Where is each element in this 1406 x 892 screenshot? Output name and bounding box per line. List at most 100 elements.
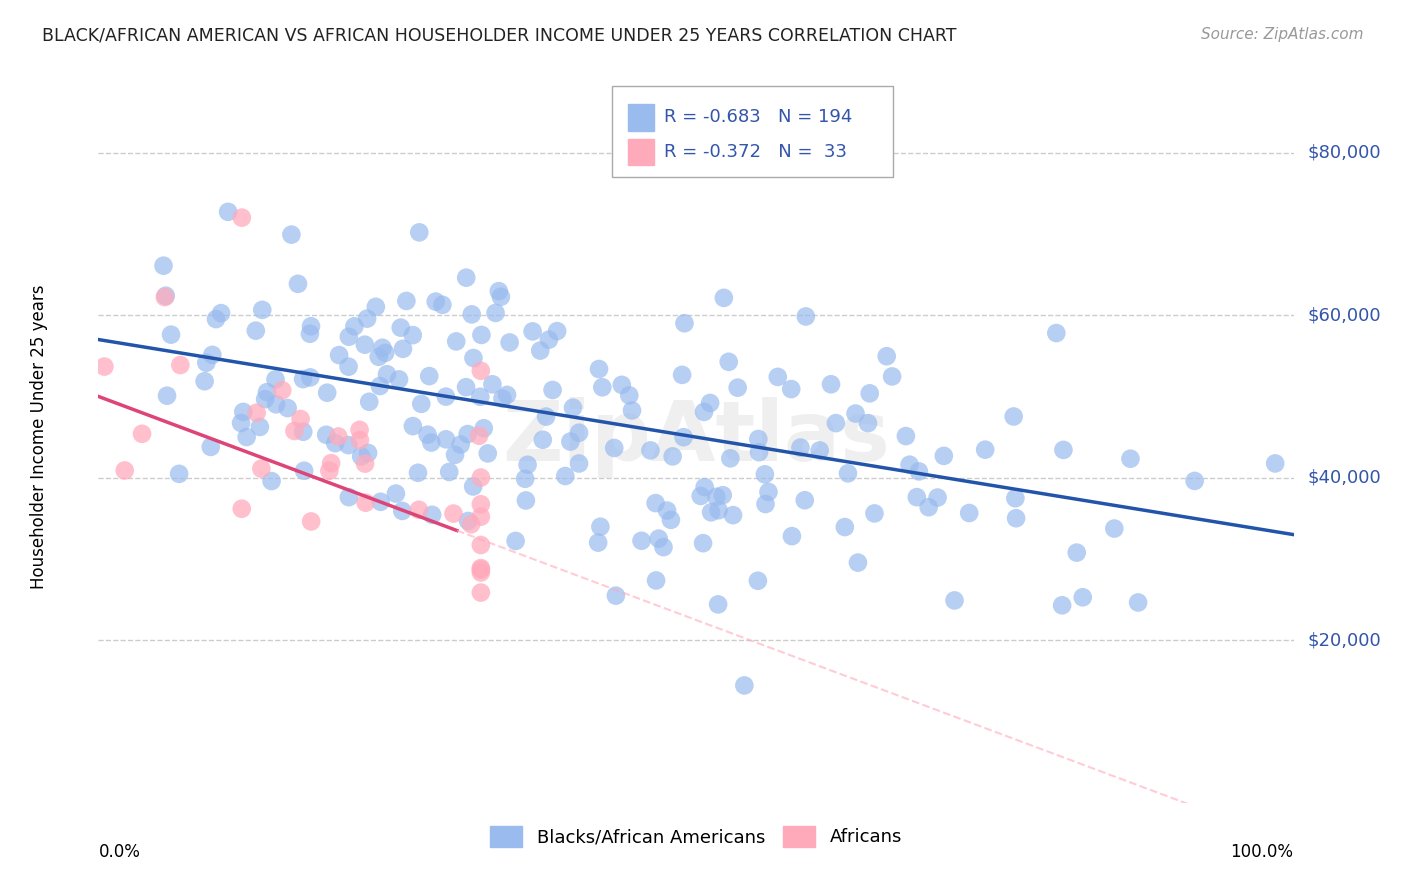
Point <box>534 409 557 424</box>
Point <box>437 465 460 479</box>
Point <box>554 469 576 483</box>
Point <box>349 423 371 437</box>
Point <box>793 493 815 508</box>
Point <box>846 556 869 570</box>
Point <box>733 678 755 692</box>
Point <box>271 384 294 398</box>
Point <box>568 457 591 471</box>
Point <box>974 442 997 457</box>
Point <box>859 386 882 401</box>
Text: Source: ZipAtlas.com: Source: ZipAtlas.com <box>1201 27 1364 42</box>
Point <box>470 364 492 378</box>
Point <box>713 291 735 305</box>
Point <box>700 505 723 519</box>
Point <box>794 310 817 324</box>
Point <box>235 430 257 444</box>
Point <box>328 348 350 362</box>
Point <box>808 443 831 458</box>
Point <box>114 463 136 477</box>
Point <box>402 419 425 434</box>
Point <box>194 374 217 388</box>
Point <box>1184 474 1206 488</box>
Point <box>395 293 418 308</box>
Point <box>621 403 644 417</box>
Text: $60,000: $60,000 <box>1308 306 1382 324</box>
Point <box>780 529 803 543</box>
Point <box>283 424 305 438</box>
Point <box>470 538 492 552</box>
Point <box>450 437 472 451</box>
Point <box>354 496 377 510</box>
Point <box>408 502 430 516</box>
Point <box>231 501 253 516</box>
Point <box>1005 511 1028 525</box>
Point <box>1066 546 1088 560</box>
Point <box>766 370 789 384</box>
Point <box>820 377 842 392</box>
Point <box>167 467 190 481</box>
Point <box>229 416 252 430</box>
Point <box>468 429 491 443</box>
Text: 0.0%: 0.0% <box>98 843 141 861</box>
Point <box>505 533 527 548</box>
Point <box>280 227 302 242</box>
Point <box>645 574 668 588</box>
Point <box>692 536 714 550</box>
Point <box>420 435 443 450</box>
Point <box>470 390 492 404</box>
Text: R = -0.372   N =  33: R = -0.372 N = 33 <box>664 143 846 161</box>
Point <box>463 351 485 365</box>
Legend: Blacks/African Americans, Africans: Blacks/African Americans, Africans <box>481 817 911 856</box>
Text: 100.0%: 100.0% <box>1230 843 1294 861</box>
Point <box>619 388 641 402</box>
Point <box>245 324 267 338</box>
Point <box>541 383 564 397</box>
Point <box>470 327 492 342</box>
Point <box>1052 442 1074 457</box>
Text: $40,000: $40,000 <box>1308 468 1382 487</box>
Point <box>160 327 183 342</box>
Point <box>943 593 966 607</box>
Point <box>290 412 312 426</box>
Point <box>292 425 315 439</box>
Point <box>388 372 411 386</box>
Point <box>209 306 232 320</box>
Point <box>457 514 479 528</box>
Point <box>217 204 239 219</box>
FancyBboxPatch shape <box>613 86 893 178</box>
Point <box>880 369 903 384</box>
Point <box>232 405 254 419</box>
Point <box>299 515 322 529</box>
Point <box>318 464 340 478</box>
Point <box>894 429 917 443</box>
Point <box>481 377 503 392</box>
Point <box>277 401 299 415</box>
Point <box>470 566 492 580</box>
Bar <box>628 104 654 130</box>
Point <box>200 440 222 454</box>
Point <box>153 290 176 304</box>
Point <box>337 438 360 452</box>
Point <box>1002 409 1025 424</box>
Point <box>299 370 322 384</box>
Point <box>337 490 360 504</box>
Point <box>356 311 378 326</box>
Point <box>837 467 859 481</box>
Point <box>568 425 591 440</box>
Point <box>747 574 769 588</box>
Point <box>856 416 879 430</box>
Point <box>711 488 734 502</box>
Point <box>522 325 544 339</box>
Point <box>374 346 396 360</box>
Point <box>470 561 492 575</box>
Point <box>470 563 492 577</box>
Point <box>470 470 492 484</box>
Point <box>863 507 886 521</box>
Point <box>461 307 484 321</box>
Point <box>488 284 510 298</box>
Point <box>655 503 678 517</box>
Point <box>375 368 398 382</box>
Point <box>391 504 413 518</box>
Point <box>513 472 536 486</box>
Point <box>370 495 392 509</box>
